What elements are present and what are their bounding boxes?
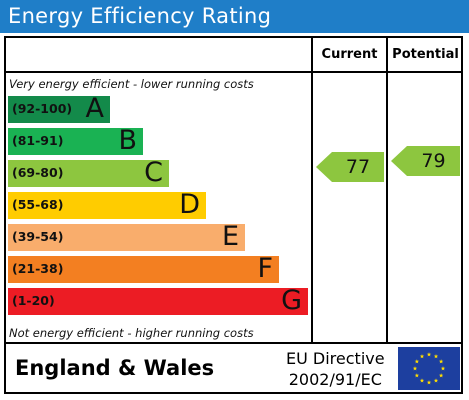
note-efficient: Very energy efficient - lower running co… xyxy=(9,77,254,91)
band-c: (69-80) C xyxy=(8,157,169,188)
current-rating-arrow-value: 77 xyxy=(345,156,371,178)
flag-star-icon xyxy=(440,366,446,371)
band-letter-label: C xyxy=(144,157,163,188)
band-a: (92-100) A xyxy=(8,93,110,124)
flag-star-icon xyxy=(426,352,432,357)
note-inefficient: Not energy efficient - higher running co… xyxy=(9,326,254,340)
band-range-label: (81-91) xyxy=(12,133,64,148)
potential-rating-arrow: 79 xyxy=(391,146,460,176)
chart-title: Energy Efficiency Rating xyxy=(8,4,272,28)
flag-star-icon xyxy=(433,378,439,383)
column-divider-potential xyxy=(386,36,388,344)
header-divider xyxy=(4,71,463,73)
flag-star-icon xyxy=(414,359,420,364)
footer-divider xyxy=(4,342,463,344)
band-f: (21-38) F xyxy=(8,253,279,284)
directive-line-1: EU Directive xyxy=(286,349,385,368)
flag-star-icon xyxy=(438,359,444,364)
band-letter-label: B xyxy=(118,125,137,156)
band-e: (39-54) E xyxy=(8,221,245,252)
flag-star-icon xyxy=(438,373,444,378)
band-g: (1-20) G xyxy=(8,285,308,316)
band-range-label: (39-54) xyxy=(12,229,64,244)
current-rating-arrow: 77 xyxy=(316,152,384,182)
band-range-label: (1-20) xyxy=(12,293,55,308)
potential-rating-arrow-value: 79 xyxy=(421,150,446,172)
band-range-label: (69-80) xyxy=(12,165,64,180)
band-letter-label: E xyxy=(221,221,239,252)
footer-country: England & Wales xyxy=(15,356,215,380)
band-letter-label: D xyxy=(179,189,200,220)
potential-column-header: Potential xyxy=(392,47,459,62)
band-range-label: (55-68) xyxy=(12,197,64,212)
band-letter-label: F xyxy=(257,253,273,284)
band-d: (55-68) D xyxy=(8,189,206,220)
column-divider-current xyxy=(311,36,313,344)
directive-line-2: 2002/91/EC xyxy=(288,370,382,389)
band-b: (81-91) B xyxy=(8,125,143,156)
flag-star-icon xyxy=(419,354,425,359)
band-letter-label: G xyxy=(281,285,302,316)
flag-star-icon xyxy=(414,373,420,378)
flag-star-icon xyxy=(433,354,439,359)
flag-star-icon xyxy=(426,380,432,385)
current-column-header: Current xyxy=(321,47,378,62)
eu-flag-icon xyxy=(398,347,460,390)
title-bar: Energy Efficiency Rating xyxy=(0,0,469,33)
chart-frame xyxy=(4,36,463,394)
flag-star-icon xyxy=(419,378,425,383)
footer-directive: EU Directive 2002/91/EC xyxy=(286,348,385,390)
band-range-label: (92-100) xyxy=(12,101,73,116)
flag-star-icon xyxy=(412,366,418,371)
band-letter-label: A xyxy=(85,93,104,124)
band-range-label: (21-38) xyxy=(12,261,64,276)
